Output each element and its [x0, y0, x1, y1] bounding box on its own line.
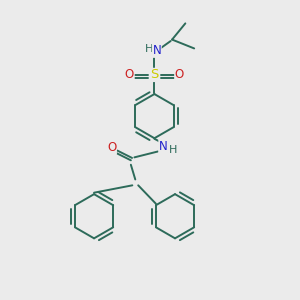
Text: N: N: [159, 140, 168, 153]
Text: H: H: [145, 44, 153, 54]
Text: H: H: [169, 145, 177, 155]
Text: N: N: [152, 44, 161, 57]
Text: O: O: [175, 68, 184, 81]
Text: O: O: [125, 68, 134, 81]
Text: O: O: [107, 141, 116, 154]
Text: S: S: [150, 68, 159, 81]
